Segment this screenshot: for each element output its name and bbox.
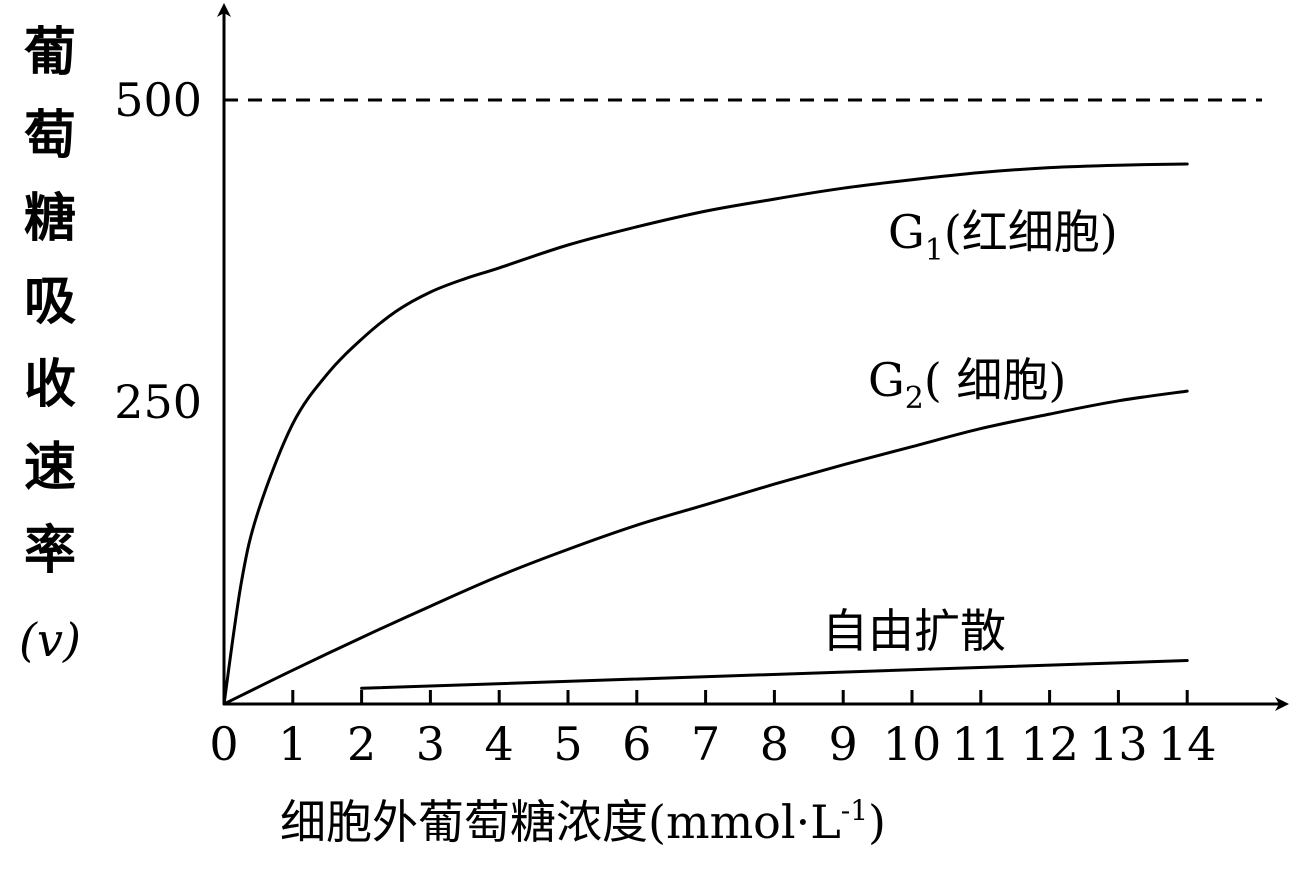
y-axis-unit: (v) xyxy=(19,613,81,667)
x-tick-label: 4 xyxy=(485,717,514,771)
x-tick-label: 3 xyxy=(416,717,445,771)
x-tick-label: 11 xyxy=(952,717,1011,771)
x-tick-label: 5 xyxy=(553,717,582,771)
series-label-2: G2( 细胞) xyxy=(868,353,1066,416)
x-tick-label: 13 xyxy=(1089,717,1148,771)
x-tick-label: 12 xyxy=(1020,717,1079,771)
y-tick-label: 500 xyxy=(114,73,202,127)
y-axis-label-char: 萄 xyxy=(24,106,76,166)
x-tick-label: 7 xyxy=(691,717,720,771)
x-tick-label: 9 xyxy=(829,717,858,771)
x-tick-label: 14 xyxy=(1158,717,1217,771)
y-tick-label: 250 xyxy=(114,375,202,429)
series-line-2 xyxy=(222,389,1189,706)
y-axis-label-char: 糖 xyxy=(24,189,76,249)
x-tick-label: 6 xyxy=(622,717,651,771)
x-axis-label: 细胞外葡萄糖浓度(mmol·L-1) xyxy=(280,794,886,849)
series-line-1 xyxy=(222,162,1189,706)
series-label-1: G1(红细胞) xyxy=(888,205,1118,268)
x-tick-label: 0 xyxy=(209,717,238,771)
y-axis-label-char: 收 xyxy=(24,355,76,415)
x-tick-label: 10 xyxy=(883,717,942,771)
series-line-3 xyxy=(360,659,1189,690)
y-axis-label-char: 速 xyxy=(24,438,76,498)
x-tick-label: 1 xyxy=(278,717,307,771)
x-tick-label: 2 xyxy=(347,717,376,771)
x-tick-label: 8 xyxy=(760,717,789,771)
y-axis-label-char: 吸 xyxy=(24,272,76,332)
y-axis-label-char: 率 xyxy=(24,521,76,581)
series-label-3: 自由扩散 xyxy=(822,604,1006,658)
y-axis-label-char: 葡 xyxy=(24,23,76,83)
